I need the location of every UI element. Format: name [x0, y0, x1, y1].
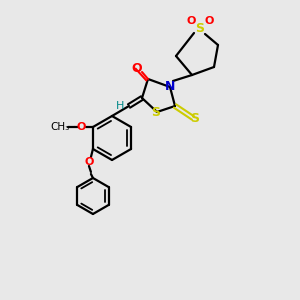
Text: O: O [84, 157, 94, 167]
Text: O: O [204, 16, 214, 26]
Text: O: O [76, 122, 86, 132]
Text: methoxy: methoxy [73, 125, 79, 127]
Text: S: S [190, 112, 200, 124]
Text: O: O [132, 61, 142, 74]
Text: H: H [116, 101, 124, 111]
Text: CH₃: CH₃ [50, 122, 70, 132]
Text: S: S [196, 22, 205, 35]
Text: O: O [186, 16, 196, 26]
Text: N: N [165, 80, 175, 92]
Text: S: S [152, 106, 160, 118]
